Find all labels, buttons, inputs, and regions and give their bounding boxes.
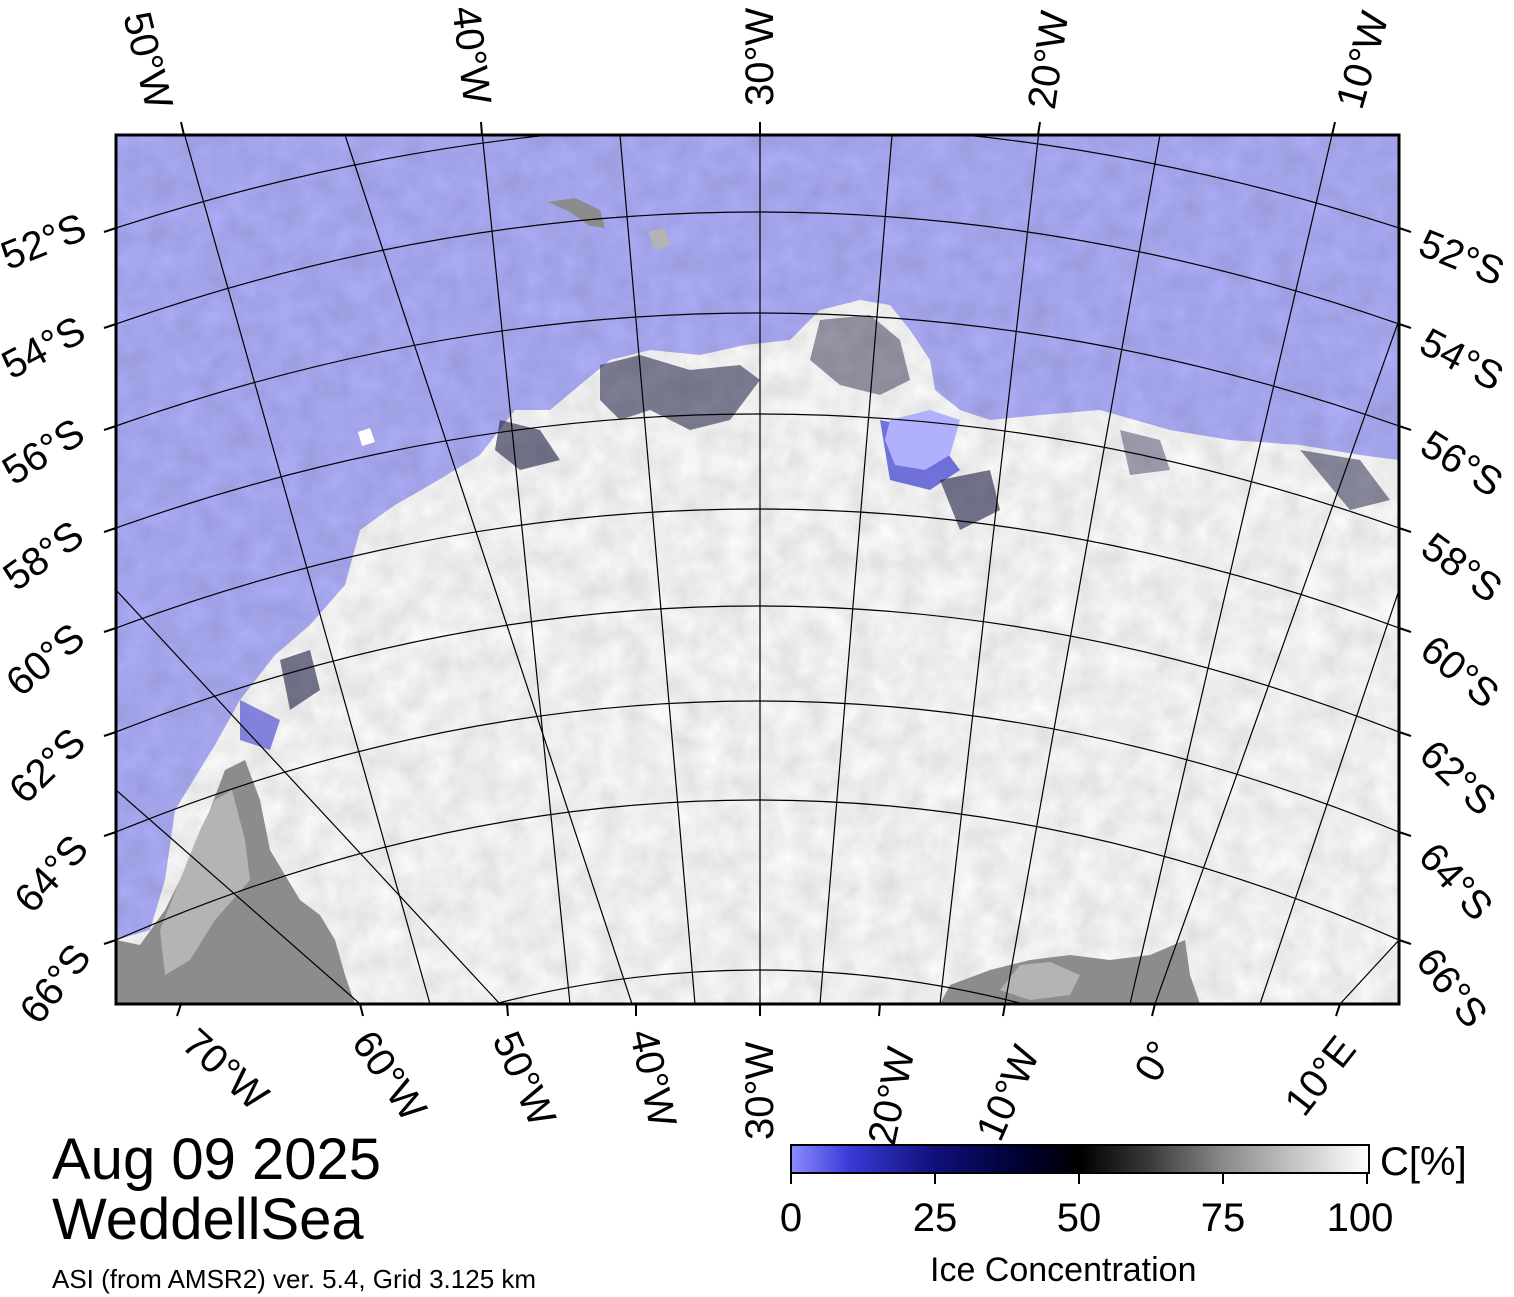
latitude-lines xyxy=(116,135,1399,1004)
colorbar-label: Ice Concentration xyxy=(930,1251,1197,1289)
colorbar-unit: C[%] xyxy=(1380,1140,1467,1184)
product-caption: ASI (from AMSR2) ver. 5.4, Grid 3.125 km xyxy=(52,1264,537,1294)
colorbar-tick xyxy=(1366,1172,1368,1184)
top-lon-label-30w: 30°W xyxy=(738,7,782,106)
ice-shelf-peninsula xyxy=(160,790,250,975)
ice-shelf-east xyxy=(1000,962,1080,1000)
colorbar-tick-label-75: 75 xyxy=(1200,1196,1246,1240)
island-south-georgia xyxy=(548,198,605,228)
region-title: WeddellSea xyxy=(52,1187,364,1252)
colorbar-tick-label-0: 0 xyxy=(779,1196,803,1240)
frame-ticks xyxy=(103,121,1412,1017)
ice-texture xyxy=(116,135,1399,1004)
longitude-lines xyxy=(116,135,1399,1004)
colorbar-tick-label-50: 50 xyxy=(1056,1196,1102,1240)
island-small xyxy=(358,428,375,446)
colorbar-tick xyxy=(934,1172,936,1184)
bottom-lon-label-30w: 30°W xyxy=(738,1041,782,1140)
colorbar-tick xyxy=(1078,1172,1080,1184)
colorbar-tick xyxy=(1222,1172,1224,1184)
map-frame xyxy=(114,133,1401,1006)
open-water-embayment xyxy=(885,410,960,470)
island-shag xyxy=(648,228,670,250)
colorbar-tick-label-100: 100 xyxy=(1326,1196,1394,1240)
colorbar-tick-label-25: 25 xyxy=(912,1196,958,1240)
date-title: Aug 09 2025 xyxy=(52,1127,381,1192)
colorbar-tick xyxy=(790,1172,792,1184)
colorbar xyxy=(790,1144,1370,1174)
